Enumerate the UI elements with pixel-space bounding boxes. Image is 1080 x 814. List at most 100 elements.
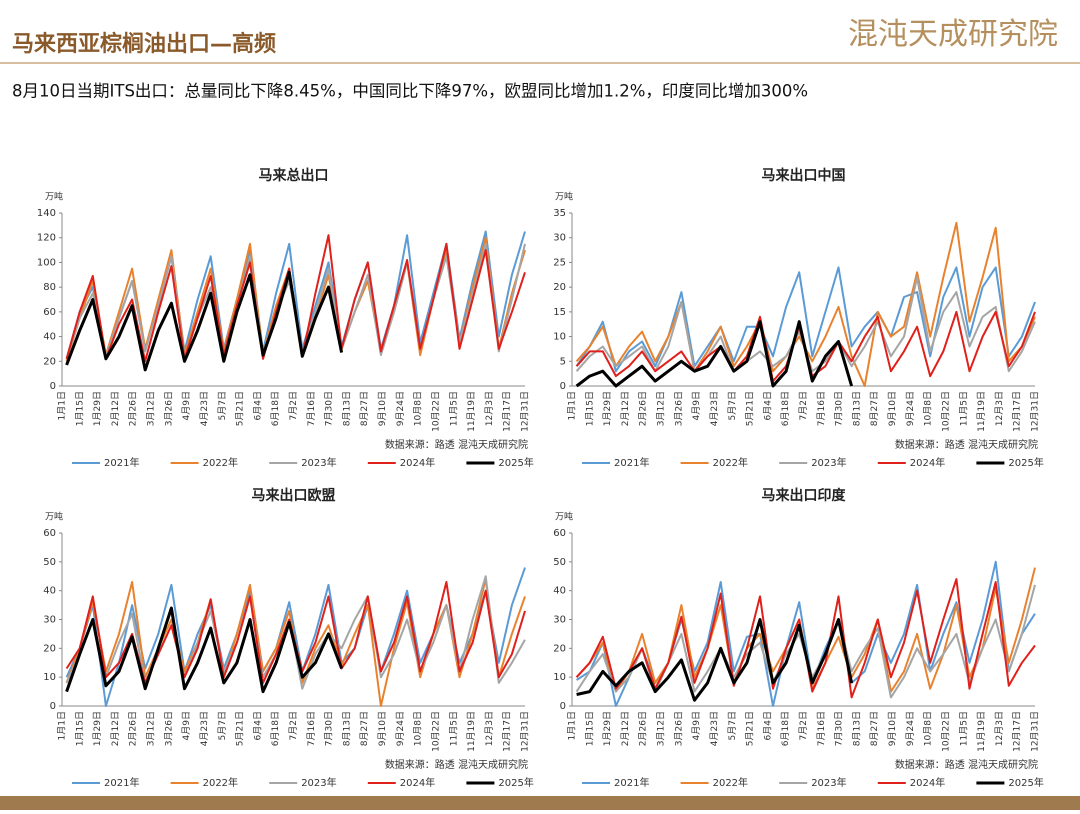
x-tick-label: 9月24日 [395, 391, 406, 426]
y-tick-label: 15 [553, 307, 566, 318]
x-tick-label: 11月5日 [958, 391, 969, 426]
x-tick-label: 5月7日 [217, 711, 228, 740]
x-tick-label: 9月10日 [377, 391, 388, 426]
y-tick-label: 20 [43, 643, 56, 654]
y-tick-label: 30 [553, 615, 566, 626]
y-axis-unit: 万吨 [555, 191, 573, 203]
y-tick-label: 20 [553, 282, 566, 293]
x-tick-label: 12月31日 [1030, 711, 1041, 752]
x-tick-label: 11月5日 [448, 711, 459, 746]
y-tick-label: 0 [560, 381, 566, 392]
x-tick-label: 12月3日 [994, 711, 1005, 746]
chart-title: 马来出口印度 [762, 487, 847, 504]
subtitle: 8月10日当期ITS出口：总量同比下降8.45%，中国同比下降97%，欧盟同比增… [12, 82, 808, 101]
y-tick-label: 50 [43, 557, 56, 568]
y-tick-label: 0 [50, 701, 56, 712]
series-line [65, 606, 344, 694]
x-tick-label: 1月29日 [602, 711, 613, 746]
x-tick-label: 12月17日 [1012, 391, 1023, 432]
x-tick-label: 2月12日 [110, 391, 121, 426]
x-tick-label: 1月1日 [567, 711, 578, 740]
page-title: 马来西亚棕榈油出口—高频 [12, 31, 276, 57]
legend-label: 2021年 [104, 776, 139, 789]
x-tick-label: 11月19日 [466, 711, 477, 752]
x-tick-label: 10月22日 [430, 391, 441, 432]
x-tick-label: 7月30日 [324, 391, 335, 426]
x-tick-label: 7月2日 [798, 391, 809, 420]
x-tick-label: 10月22日 [430, 711, 441, 752]
source-note: 数据来源：路透 混沌天成研究院 [385, 758, 528, 771]
x-tick-label: 5月21日 [745, 391, 756, 426]
x-tick-label: 10月22日 [940, 711, 951, 752]
series-line [575, 266, 1036, 373]
legend-label: 2022年 [203, 776, 238, 789]
y-tick-label: 60 [43, 528, 56, 539]
x-tick-label: 9月24日 [395, 711, 406, 746]
y-tick-label: 10 [553, 672, 566, 683]
y-tick-label: 50 [553, 557, 566, 568]
x-tick-label: 1月15日 [584, 711, 595, 746]
x-tick-label: 3月26日 [673, 711, 684, 746]
logo: 混沌天成研究院 [848, 17, 1058, 52]
legend-label: 2022年 [203, 456, 238, 469]
x-tick-label: 3月26日 [163, 711, 174, 746]
x-tick-label: 1月1日 [57, 711, 68, 740]
legend-label: 2022年 [713, 776, 748, 789]
y-tick-label: 60 [553, 528, 566, 539]
x-tick-label: 2月26日 [128, 391, 139, 426]
source-note: 数据来源：路透 混沌天成研究院 [895, 758, 1038, 771]
y-tick-label: 30 [43, 615, 56, 626]
legend-label: 2025年 [1008, 776, 1043, 789]
legend-label: 2025年 [1008, 456, 1043, 469]
x-tick-label: 2月26日 [128, 711, 139, 746]
x-tick-label: 3月12日 [656, 711, 667, 746]
y-tick-label: 40 [43, 586, 56, 597]
x-tick-label: 1月15日 [74, 391, 85, 426]
x-tick-label: 12月31日 [520, 391, 531, 432]
y-tick-label: 80 [43, 282, 56, 293]
x-tick-label: 7月16日 [816, 391, 827, 426]
chart-title: 马来出口欧盟 [252, 487, 336, 504]
x-tick-label: 12月17日 [502, 391, 513, 432]
x-tick-label: 6月18日 [780, 711, 791, 746]
x-tick-label: 5月7日 [727, 391, 738, 420]
y-tick-label: 60 [43, 307, 56, 318]
x-tick-label: 4月23日 [709, 711, 720, 746]
y-tick-label: 10 [43, 672, 56, 683]
x-tick-label: 7月30日 [834, 391, 845, 426]
x-tick-label: 8月13日 [341, 391, 352, 426]
legend-label: 2024年 [400, 456, 435, 469]
y-tick-label: 20 [553, 643, 566, 654]
x-tick-label: 9月10日 [887, 711, 898, 746]
x-tick-label: 3月26日 [163, 391, 174, 426]
x-tick-label: 12月17日 [1012, 711, 1023, 752]
chart-title: 马来出口中国 [762, 167, 846, 184]
x-tick-label: 4月23日 [199, 711, 210, 746]
x-tick-label: 6月4日 [252, 391, 263, 420]
x-tick-label: 12月31日 [520, 711, 531, 752]
legend-label: 2021年 [614, 776, 649, 789]
x-tick-label: 2月12日 [620, 391, 631, 426]
x-tick-label: 4月9日 [181, 711, 192, 740]
y-tick-label: 100 [37, 257, 56, 268]
x-tick-label: 11月19日 [976, 711, 987, 752]
legend-label: 2025年 [498, 456, 533, 469]
legend-label: 2024年 [910, 776, 945, 789]
x-tick-label: 8月27日 [869, 391, 880, 426]
x-tick-label: 8月13日 [851, 391, 862, 426]
x-tick-label: 12月3日 [484, 391, 495, 426]
x-tick-label: 4月9日 [691, 711, 702, 740]
x-tick-label: 4月9日 [691, 391, 702, 420]
x-tick-label: 3月12日 [146, 711, 157, 746]
x-tick-label: 9月24日 [905, 711, 916, 746]
y-tick-label: 40 [43, 332, 56, 343]
source-note: 数据来源：路透 混沌天成研究院 [895, 438, 1038, 451]
x-tick-label: 9月24日 [905, 391, 916, 426]
y-tick-label: 0 [50, 381, 56, 392]
x-tick-label: 7月30日 [324, 711, 335, 746]
x-tick-label: 12月3日 [484, 711, 495, 746]
x-tick-label: 12月31日 [1030, 391, 1041, 432]
x-tick-label: 6月18日 [270, 711, 281, 746]
y-tick-label: 140 [37, 208, 56, 219]
